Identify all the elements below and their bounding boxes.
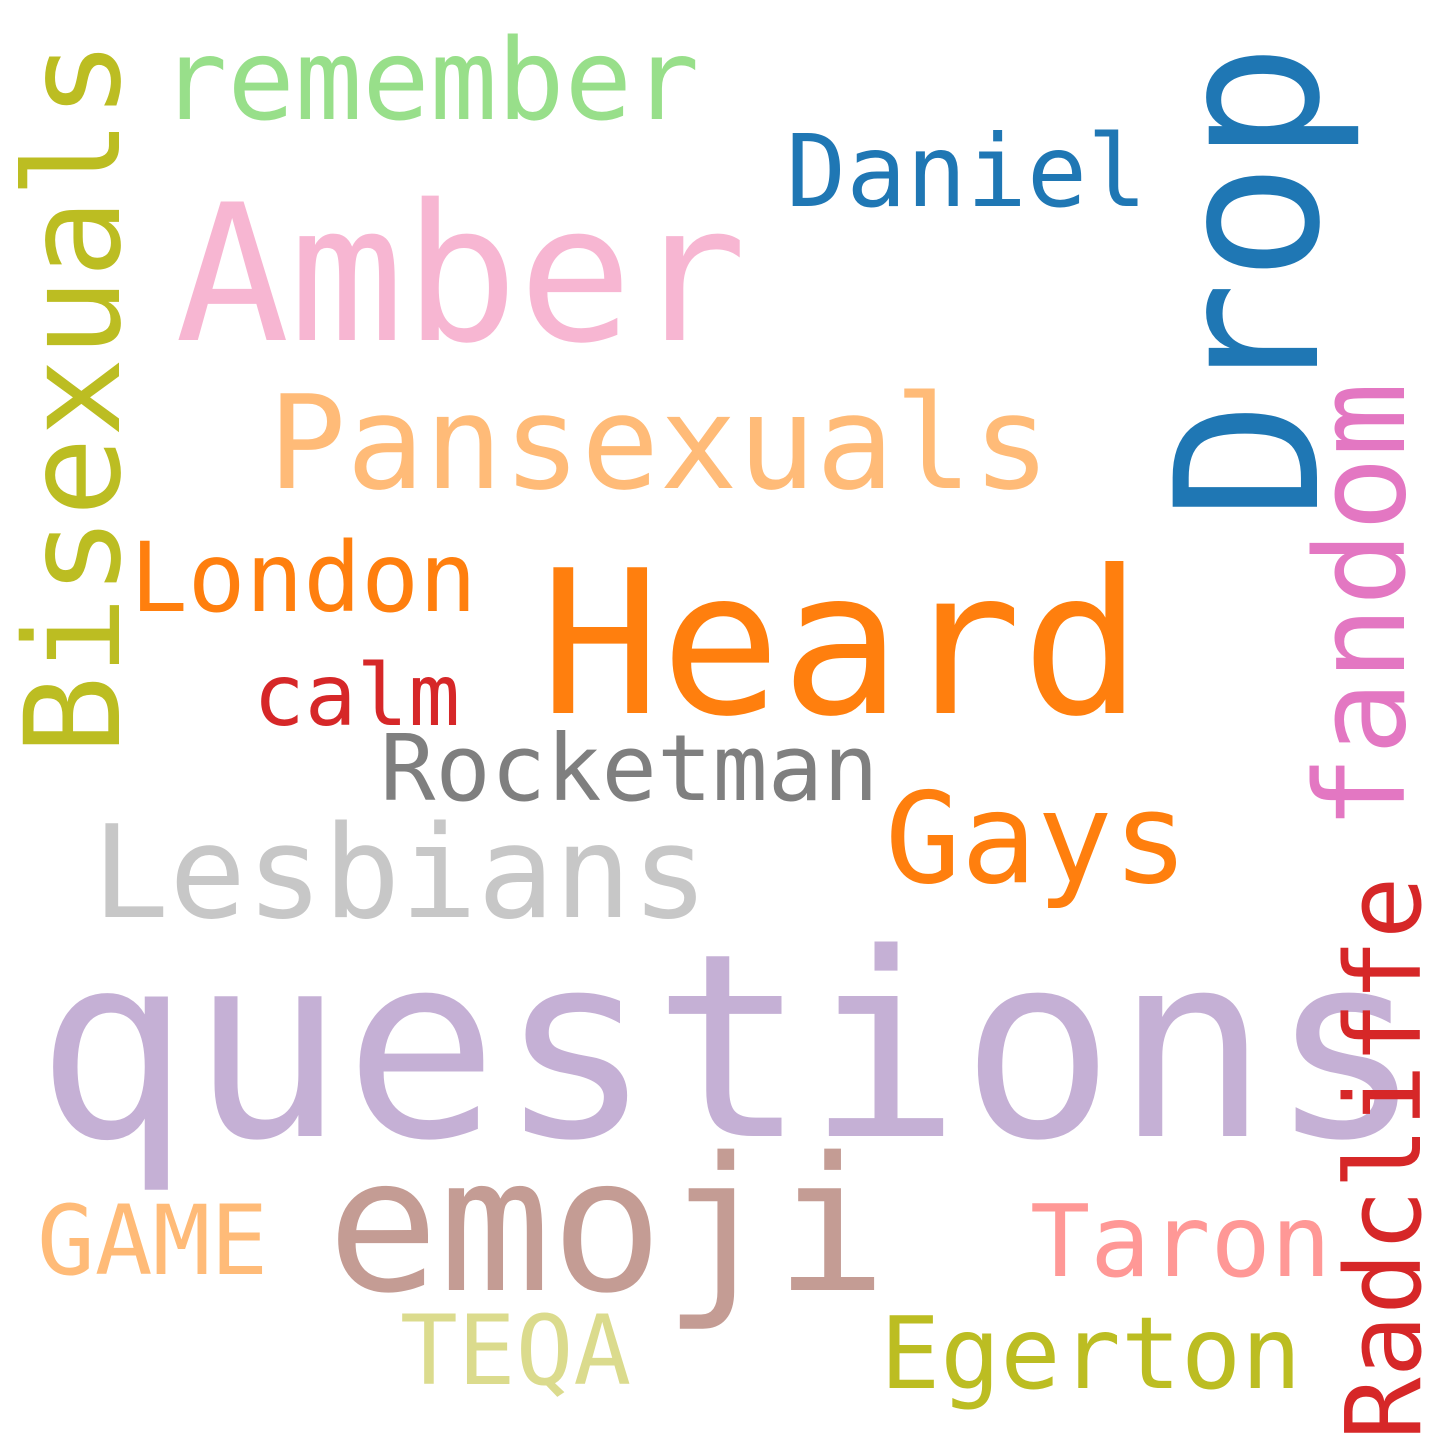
word-radcliffe: Radcliffe [1323, 876, 1440, 1440]
word-bisexuals: Bisexuals [0, 39, 151, 755]
word-daniel: Daniel [786, 113, 1148, 230]
word-gays: Gays [885, 765, 1189, 912]
word-rocketman: Rocketman [380, 715, 879, 822]
word-lesbians: Lesbians [92, 799, 709, 948]
word-taron: Taron [1030, 1183, 1332, 1300]
word-pansexuals: Pansexuals [268, 367, 1051, 519]
word-game: GAME [37, 1185, 269, 1297]
word-calm: calm [253, 646, 461, 746]
word-questions: questions [36, 899, 1424, 1197]
word-amber: Amber [175, 164, 747, 385]
word-teqa: TEQA [400, 1295, 632, 1407]
word-heard: Heard [540, 528, 1143, 761]
word-emoji: emoji [327, 1117, 887, 1334]
word-remember: remember [160, 16, 700, 146]
word-fandom: fandom [1290, 382, 1434, 830]
word-egerton: Egerton [880, 1295, 1302, 1412]
word-london: London [130, 522, 477, 634]
